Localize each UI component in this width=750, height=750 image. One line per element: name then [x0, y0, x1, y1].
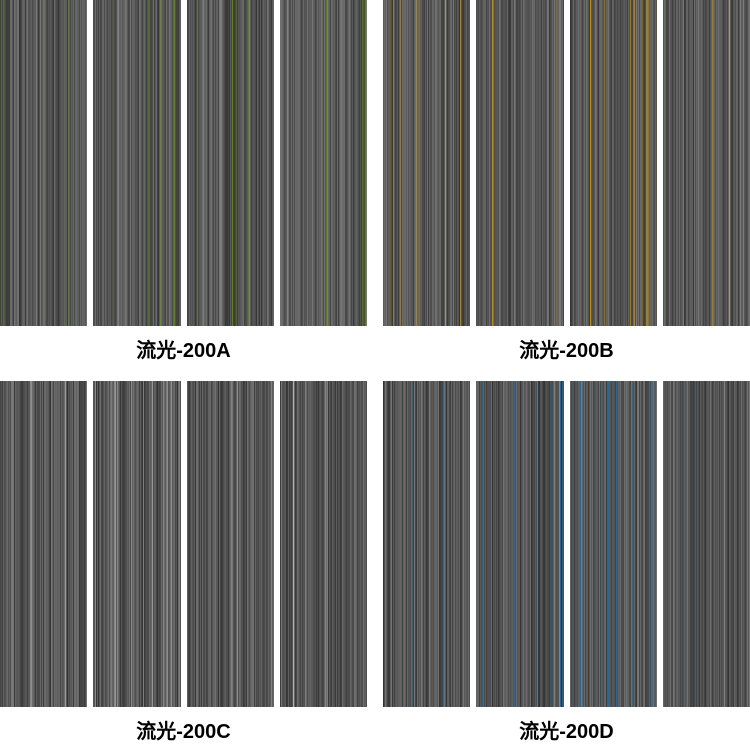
swatch-tile — [280, 0, 367, 326]
swatch-row-1 — [383, 0, 750, 326]
swatch-tile — [187, 381, 274, 707]
swatch-tile — [570, 0, 657, 326]
swatch-tile — [663, 381, 750, 707]
swatch-tile — [476, 381, 563, 707]
swatch-tile — [0, 0, 87, 326]
product-cell-1: 流光-200B — [383, 0, 750, 369]
swatch-row-2 — [0, 381, 367, 707]
product-caption-0: 流光-200A — [0, 326, 367, 369]
swatch-tile — [663, 0, 750, 326]
product-caption-3: 流光-200D — [383, 707, 750, 750]
swatch-tile — [93, 381, 180, 707]
swatch-tile — [476, 0, 563, 326]
product-cell-2: 流光-200C — [0, 381, 367, 750]
swatch-tile — [280, 381, 367, 707]
swatch-tile — [383, 381, 470, 707]
swatch-tile — [187, 0, 274, 326]
swatch-tile — [383, 0, 470, 326]
product-grid: 流光-200A 流光-200B 流光-200C 流光-200D — [0, 0, 750, 750]
swatch-tile — [93, 0, 180, 326]
product-caption-2: 流光-200C — [0, 707, 367, 750]
swatch-tile — [0, 381, 87, 707]
swatch-row-3 — [383, 381, 750, 707]
product-caption-1: 流光-200B — [383, 326, 750, 369]
swatch-tile — [570, 381, 657, 707]
product-cell-3: 流光-200D — [383, 381, 750, 750]
product-cell-0: 流光-200A — [0, 0, 367, 369]
swatch-row-0 — [0, 0, 367, 326]
